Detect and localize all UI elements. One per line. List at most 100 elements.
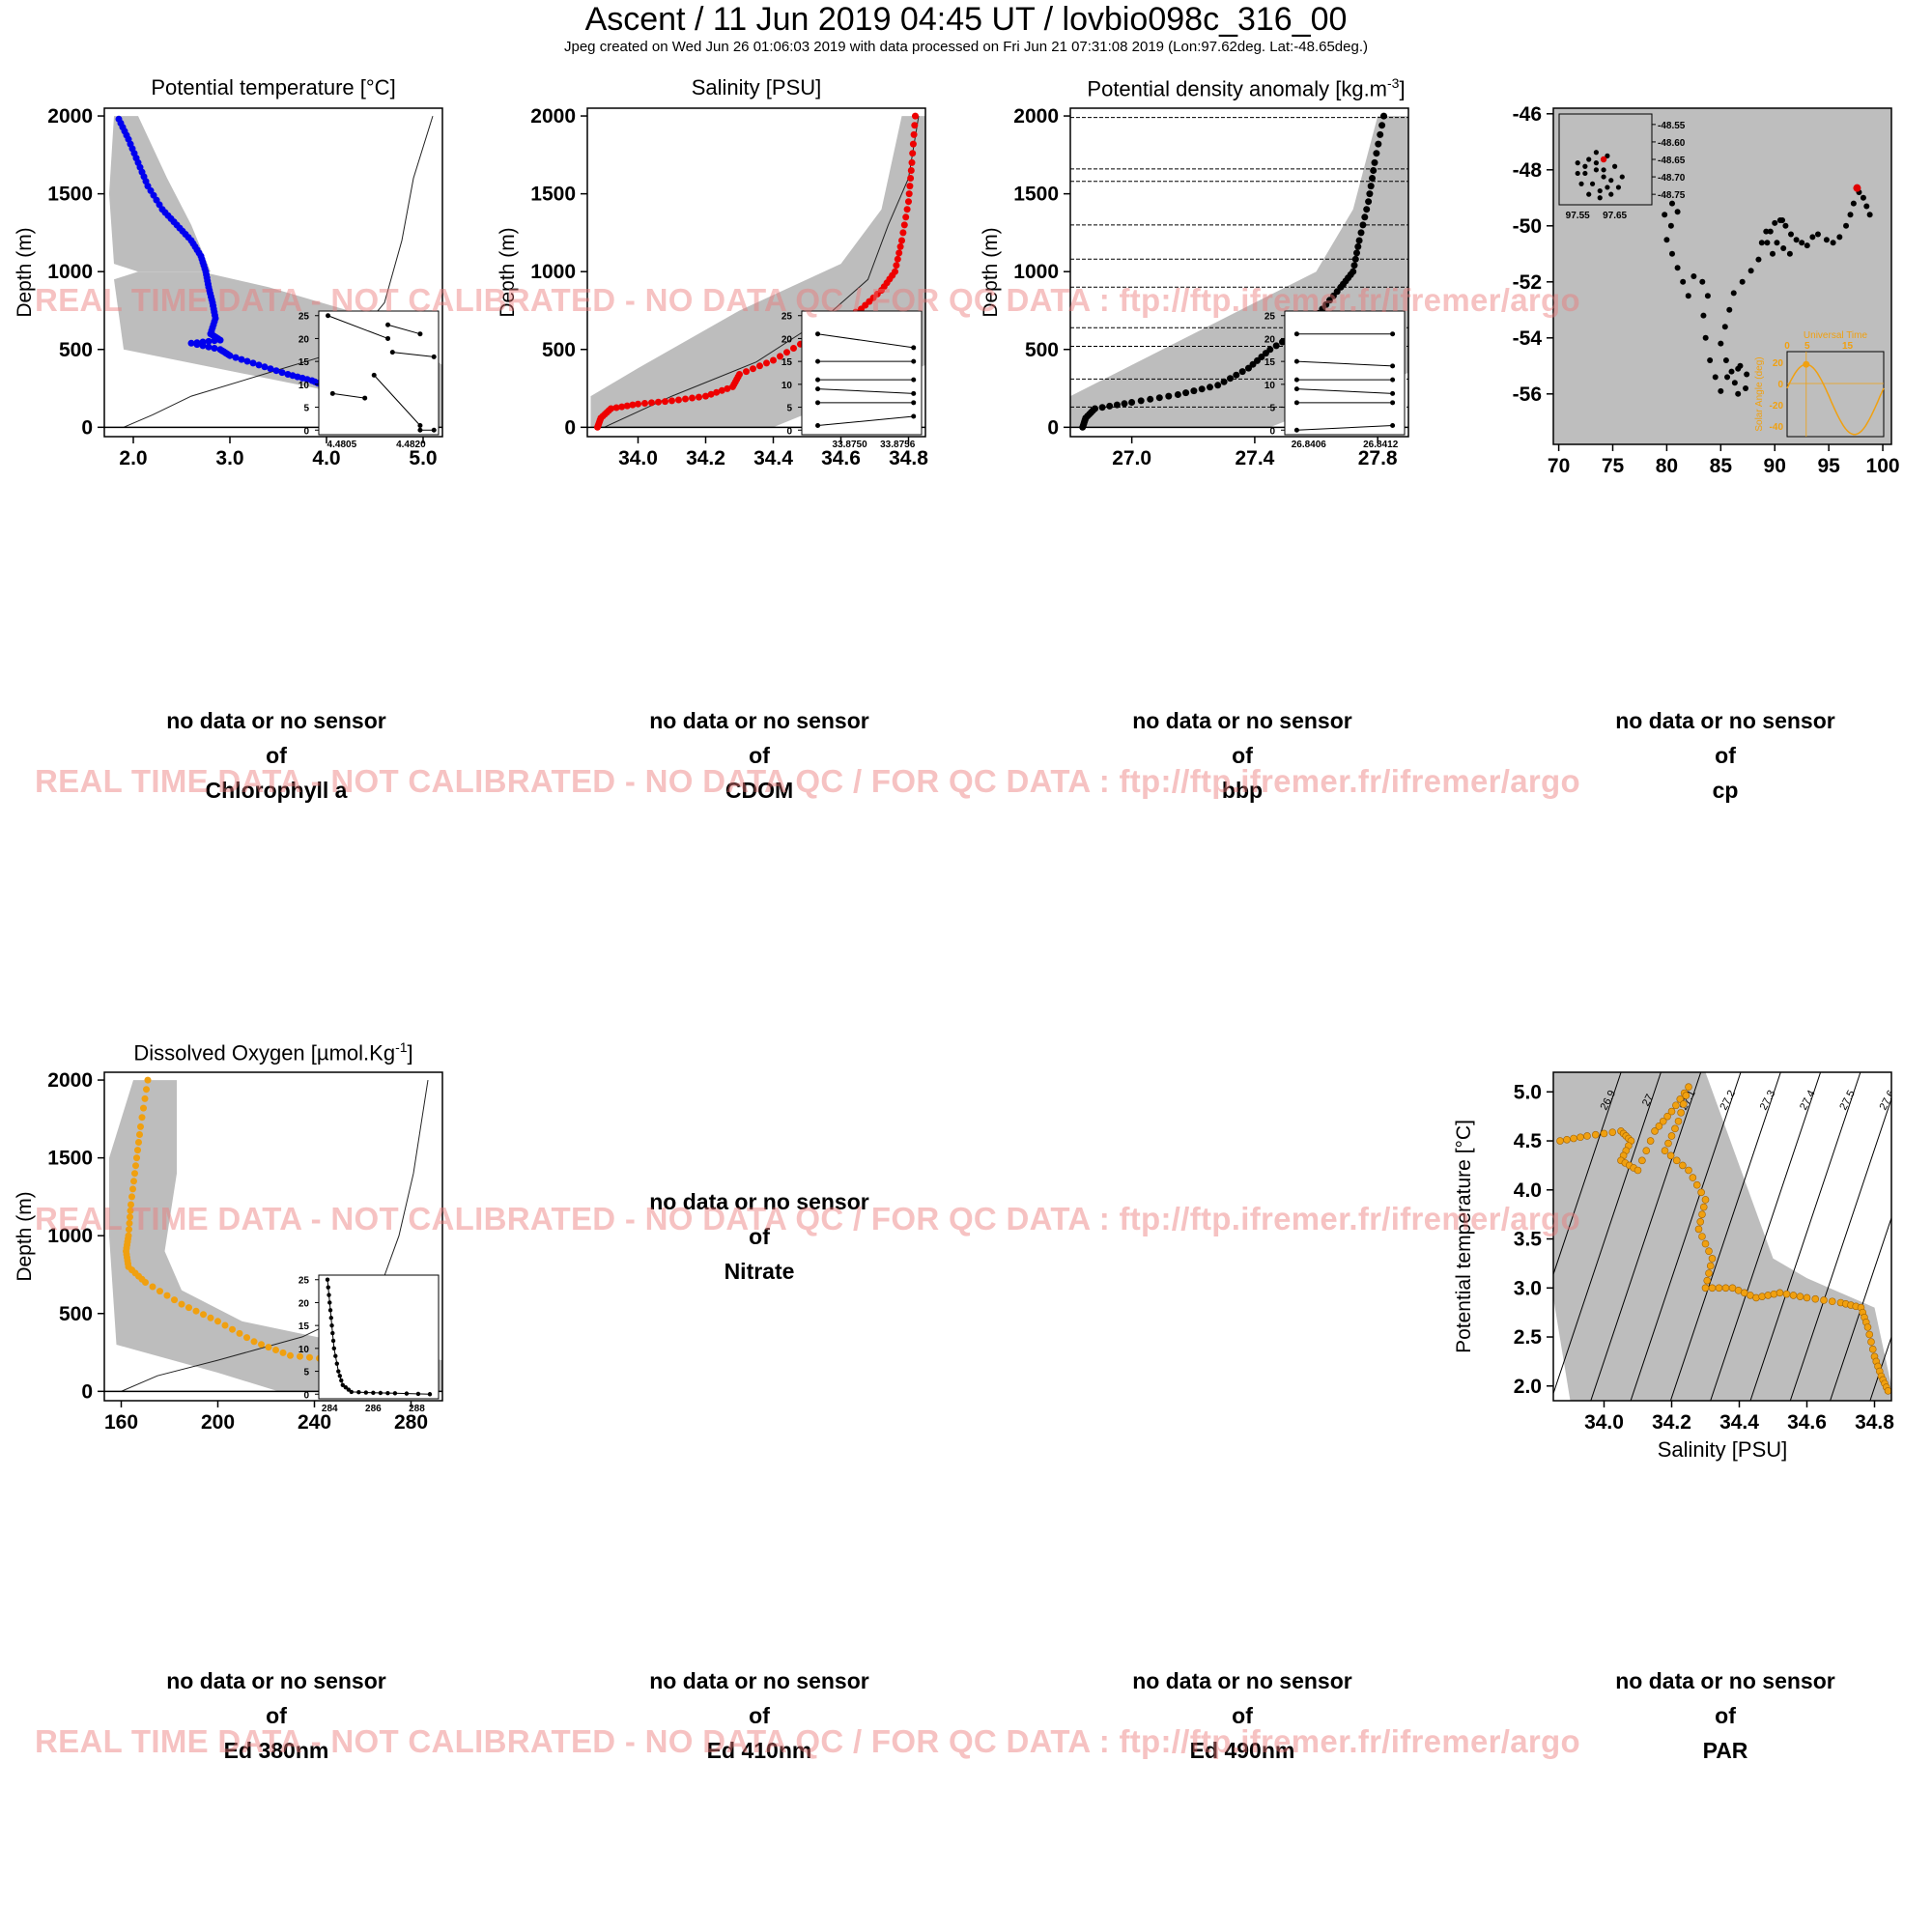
- track-point: [1747, 268, 1754, 274]
- y-tick-label: -50: [1513, 215, 1542, 238]
- data-point: [1708, 1255, 1717, 1263]
- inset-y-tick-label: 20: [781, 334, 793, 345]
- data-point: [229, 1325, 236, 1333]
- nodata-line2: of: [749, 743, 770, 768]
- x-tick-label: 5.0: [409, 447, 437, 469]
- data-point: [193, 339, 201, 347]
- data-point: [895, 249, 903, 257]
- x-tick-label: 280: [394, 1411, 428, 1434]
- y-tick-label: 500: [1025, 339, 1059, 361]
- data-point: [1696, 1217, 1705, 1226]
- data-point: [1715, 1284, 1723, 1293]
- data-point: [907, 175, 915, 182]
- data-point: [232, 354, 240, 361]
- zoom-y-tick-label: -48.55: [1658, 121, 1686, 131]
- nodata-variable: Ed 380nm: [223, 1738, 329, 1763]
- data-point: [1694, 1225, 1703, 1234]
- zoom-x-tick-label: 97.65: [1603, 211, 1627, 221]
- track-point: [1863, 203, 1870, 210]
- inset-point: [327, 1308, 333, 1313]
- data-point: [790, 345, 797, 352]
- data-point: [265, 1344, 272, 1351]
- data-point: [608, 405, 614, 412]
- y-axis-label: Potential temperature [°C]: [1453, 1120, 1475, 1353]
- x-tick-label: 27.8: [1358, 447, 1398, 469]
- data-point: [1868, 1345, 1877, 1353]
- data-point: [272, 367, 280, 375]
- x-tick-label: 34.4: [753, 447, 793, 469]
- nodata-nitrate: no data or no sensor of Nitrate: [518, 1184, 1001, 1289]
- inset-point: [1390, 390, 1396, 396]
- nodata-variable: Nitrate: [724, 1259, 795, 1284]
- isopycnal-line: [1630, 1072, 1742, 1401]
- inset-point: [1293, 400, 1299, 406]
- data-point: [1661, 1147, 1669, 1154]
- x-tick-label: 100: [1866, 455, 1900, 477]
- data-point: [133, 1154, 140, 1162]
- inset-x-tick-label: 284: [322, 1404, 338, 1414]
- current-position: [1853, 184, 1861, 192]
- data-point: [115, 115, 123, 123]
- y-tick-label: -52: [1513, 271, 1542, 294]
- data-point: [1238, 368, 1246, 376]
- data-point: [129, 1185, 136, 1193]
- inset-point: [911, 400, 917, 406]
- y-tick-label: 1000: [530, 261, 576, 283]
- data-point: [1674, 1117, 1683, 1125]
- data-point: [1375, 140, 1382, 148]
- data-point: [1701, 1284, 1710, 1293]
- data-point: [1367, 183, 1375, 190]
- oxygen-title-mid: mol.Kg: [328, 1040, 396, 1065]
- y-tick-label: 1500: [1013, 184, 1059, 206]
- inset-point: [326, 1285, 330, 1290]
- data-point: [214, 1318, 221, 1325]
- map-background: [1553, 108, 1891, 444]
- data-point: [126, 1219, 133, 1227]
- data-point: [1721, 1284, 1730, 1293]
- data-point: [1190, 387, 1198, 395]
- track-point: [1793, 237, 1800, 243]
- data-point: [1092, 405, 1098, 412]
- track-point: [1730, 290, 1737, 297]
- data-point: [743, 368, 750, 376]
- data-point: [905, 190, 913, 198]
- track-point: [1809, 234, 1816, 241]
- x-tick-label: 2.0: [119, 447, 147, 469]
- nodata-line1: no data or no sensor: [1615, 708, 1835, 733]
- zoom-track-point: [1597, 195, 1603, 201]
- sun-x-tick-label: 0: [1784, 341, 1790, 352]
- x-tick-label: 34.8: [889, 447, 928, 469]
- density-title-sup: -3: [1387, 75, 1400, 91]
- data-point: [1371, 158, 1378, 166]
- y-tick-label: 4.5: [1514, 1130, 1543, 1152]
- data-point: [156, 1288, 163, 1295]
- zoom-track-point: [1615, 185, 1622, 190]
- data-point: [1128, 399, 1136, 406]
- data-point: [1353, 249, 1360, 257]
- x-tick-label: 85: [1710, 455, 1733, 477]
- sun-y-axis-label: Solar Angle (deg): [1754, 356, 1765, 431]
- data-point: [898, 237, 905, 244]
- data-point: [1685, 1166, 1692, 1175]
- inset-y-tick-label: 25: [1264, 312, 1276, 323]
- inset-point: [339, 1378, 344, 1383]
- zoom-track-point: [1575, 170, 1580, 177]
- track-point: [1735, 365, 1742, 372]
- data-point: [144, 1076, 152, 1084]
- data-point: [1705, 1269, 1713, 1277]
- data-point: [770, 356, 777, 364]
- inset-point: [1293, 427, 1299, 433]
- data-point: [125, 1232, 132, 1239]
- zoom-track-point: [1612, 163, 1618, 169]
- zoom-track-point: [1593, 150, 1599, 156]
- data-point: [1147, 395, 1154, 403]
- inset-line: [392, 352, 435, 357]
- track-point: [1744, 371, 1750, 378]
- inset-point: [415, 1391, 421, 1397]
- salinity-title: Salinity [PSU]: [691, 75, 822, 99]
- sun-inset-title: Universal Time: [1804, 330, 1868, 341]
- data-point: [635, 400, 641, 408]
- y-tick-label: 0: [564, 416, 576, 439]
- data-point: [1828, 1297, 1836, 1306]
